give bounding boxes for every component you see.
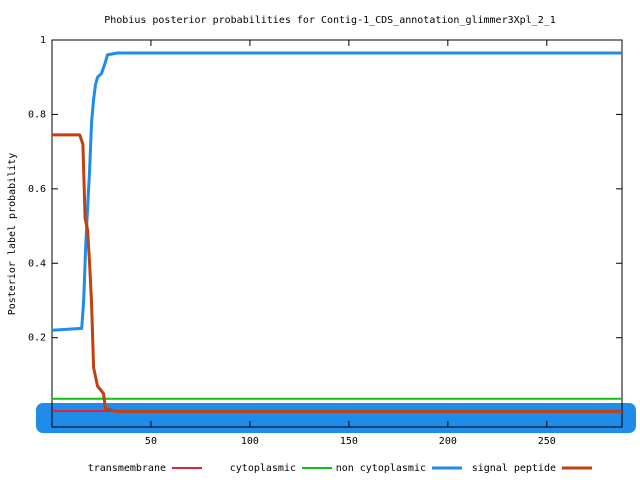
x-tick-label: 200 bbox=[439, 436, 457, 447]
x-tick-label: 50 bbox=[145, 436, 157, 447]
y-tick-label: 0.8 bbox=[28, 109, 46, 120]
x-tick-label: 150 bbox=[340, 436, 358, 447]
legend-label: signal peptide bbox=[472, 463, 556, 474]
x-tick-label: 100 bbox=[241, 436, 259, 447]
x-tick-label: 250 bbox=[538, 436, 556, 447]
chart-title: Phobius posterior probabilities for Cont… bbox=[104, 15, 556, 26]
topology-bar bbox=[36, 403, 636, 433]
y-tick-label: 1 bbox=[40, 35, 46, 46]
legend-label: transmembrane bbox=[88, 463, 166, 474]
series-line bbox=[51, 51, 622, 332]
series-line bbox=[52, 133, 622, 413]
legend-label: non cytoplasmic bbox=[336, 463, 426, 474]
legend-label: cytoplasmic bbox=[230, 463, 296, 474]
y-tick-label: 0.4 bbox=[28, 258, 46, 269]
y-tick-label: 0.6 bbox=[28, 184, 46, 195]
plot-frame bbox=[51, 39, 623, 428]
y-tick-label: 0.2 bbox=[28, 333, 46, 344]
y-axis-label: Posterior label probability bbox=[7, 153, 18, 316]
